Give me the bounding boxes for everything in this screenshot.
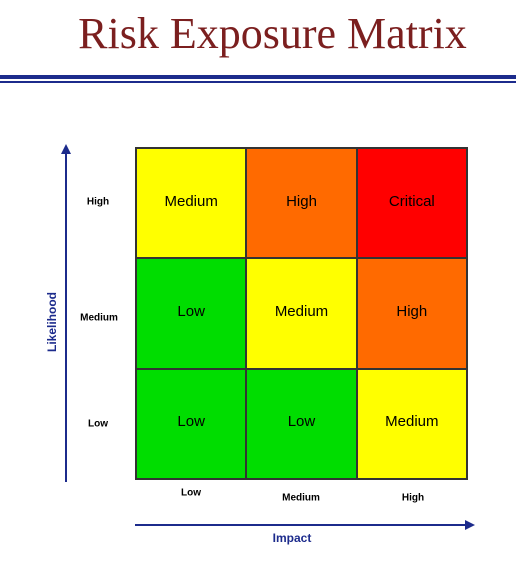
cell-low-likelihood-medium-impact: Low [246,368,357,479]
cell-high-likelihood-medium-impact: High [246,148,357,259]
cell-high-likelihood-low-impact: Medium [136,148,247,259]
title-divider-bottom [0,81,516,83]
y-tick-medium: Medium [80,312,118,324]
cell-medium-likelihood-low-impact: Low [136,258,247,369]
x-axis-line [135,524,467,526]
y-tick-high: High [86,196,110,208]
x-tick-high: High [401,492,425,504]
y-axis-title: Likelihood [45,292,59,352]
x-tick-medium: Medium [282,492,320,504]
cell-high-likelihood-high-impact: Critical [356,148,467,259]
x-tick-low: Low [181,487,201,499]
x-axis-arrow-icon [465,520,475,530]
title-divider-top [0,75,516,79]
x-axis-title: Impact [272,531,312,545]
cell-medium-likelihood-high-impact: High [356,258,467,369]
y-axis-line [65,152,67,482]
cell-low-likelihood-low-impact: Low [136,368,247,479]
cell-medium-likelihood-medium-impact: Medium [246,258,357,369]
y-axis-arrow-icon [61,144,71,154]
page-title: Risk Exposure Matrix [78,9,467,58]
risk-matrix: Medium High Critical Low Medium High Low… [135,147,468,480]
y-tick-low: Low [88,418,108,430]
cell-low-likelihood-high-impact: Medium [356,368,467,479]
